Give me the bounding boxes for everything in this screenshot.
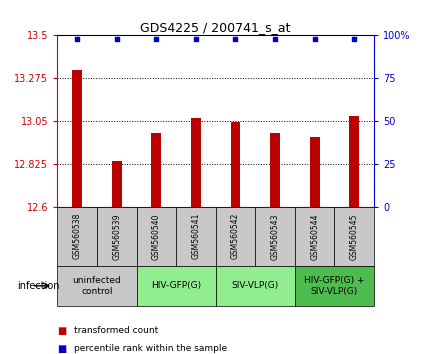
Bar [151, 133, 161, 207]
Text: percentile rank within the sample: percentile rank within the sample [74, 344, 227, 353]
Bar [97, 207, 136, 266]
Title: GDS4225 / 200741_s_at: GDS4225 / 200741_s_at [140, 21, 291, 34]
Point [232, 36, 239, 42]
Bar [230, 122, 241, 207]
Bar [72, 70, 82, 207]
Bar [349, 116, 359, 207]
Text: ■: ■ [57, 344, 67, 354]
Bar [136, 207, 176, 266]
Bar [215, 266, 295, 306]
Text: ■: ■ [57, 326, 67, 336]
Bar [136, 266, 215, 306]
Text: GSM560542: GSM560542 [231, 213, 240, 259]
Bar [215, 207, 255, 266]
Text: uninfected
control: uninfected control [73, 276, 121, 296]
Text: GSM560540: GSM560540 [152, 213, 161, 259]
Text: GSM560538: GSM560538 [73, 213, 82, 259]
Bar [176, 207, 215, 266]
Point [272, 36, 278, 42]
Text: HIV-GFP(G): HIV-GFP(G) [151, 281, 201, 290]
Bar [57, 266, 136, 306]
Text: SIV-VLP(G): SIV-VLP(G) [232, 281, 279, 290]
Bar [255, 207, 295, 266]
Point [311, 36, 318, 42]
Bar [334, 207, 374, 266]
Text: HIV-GFP(G) +
SIV-VLP(G): HIV-GFP(G) + SIV-VLP(G) [304, 276, 365, 296]
Bar [295, 266, 374, 306]
Text: infection: infection [17, 281, 60, 291]
Point [193, 36, 199, 42]
Text: GSM560544: GSM560544 [310, 213, 319, 259]
Point [113, 36, 120, 42]
Text: GSM560545: GSM560545 [350, 213, 359, 259]
Point [351, 36, 357, 42]
Text: GSM560543: GSM560543 [271, 213, 280, 259]
Bar [191, 118, 201, 207]
Text: GSM560539: GSM560539 [112, 213, 121, 259]
Bar [295, 207, 334, 266]
Point [153, 36, 160, 42]
Bar [112, 161, 122, 207]
Text: GSM560541: GSM560541 [191, 213, 201, 259]
Bar [270, 133, 280, 207]
Bar [57, 207, 97, 266]
Bar [310, 137, 320, 207]
Text: transformed count: transformed count [74, 326, 159, 336]
Point [74, 36, 81, 42]
